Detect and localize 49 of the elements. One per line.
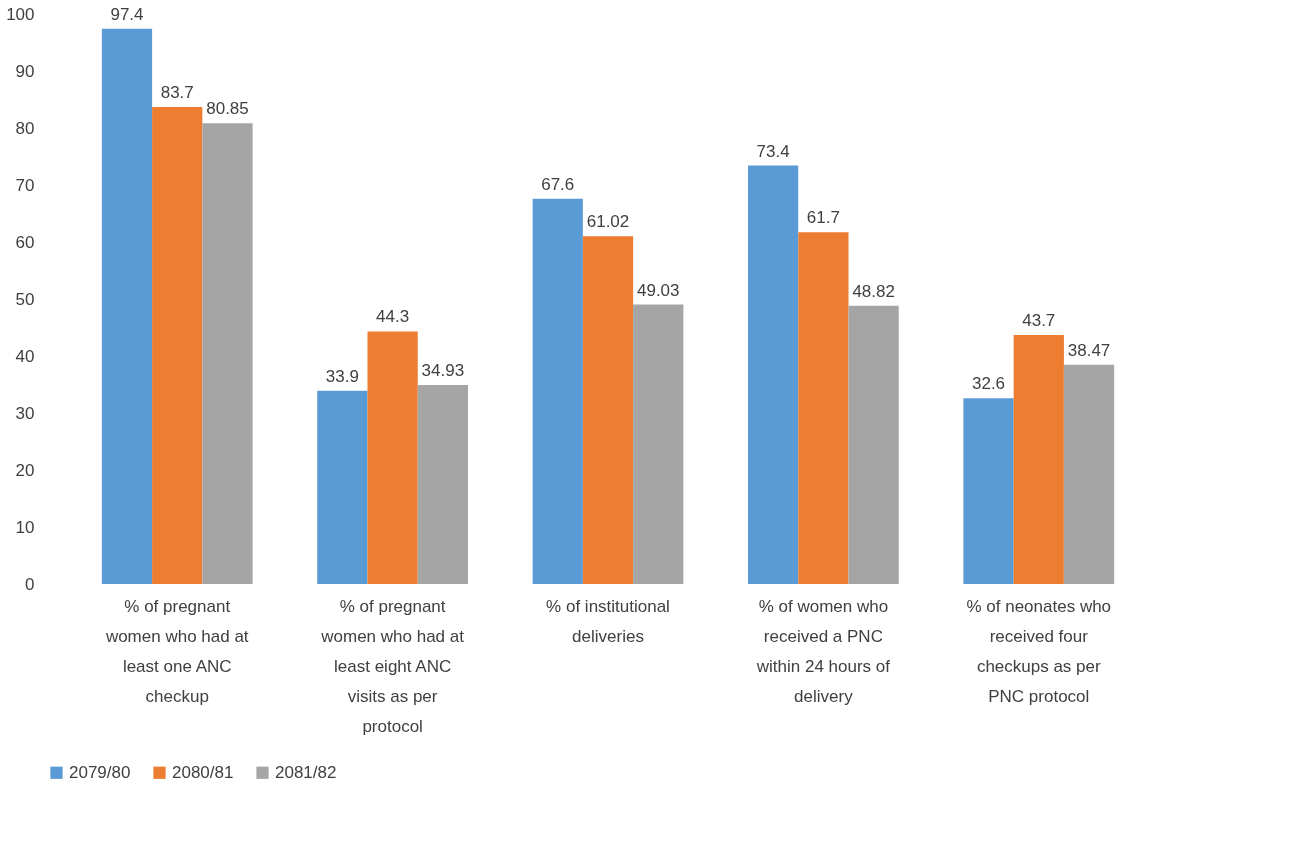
bar bbox=[963, 398, 1014, 584]
y-tick-label: 100 bbox=[6, 4, 35, 24]
legend-label: 2081/82 bbox=[275, 762, 337, 782]
bar bbox=[633, 304, 684, 584]
data-label: 33.9 bbox=[325, 366, 359, 386]
data-label: 34.93 bbox=[421, 360, 465, 380]
data-label: 61.7 bbox=[806, 208, 840, 228]
x-tick-label: % of women who received a PNC within 24 hours of delivery bbox=[755, 596, 891, 706]
bar bbox=[152, 106, 203, 584]
bar bbox=[848, 305, 899, 584]
x-tick-label: % of pregnant women who had at least one ANC checkup bbox=[104, 596, 249, 706]
bar bbox=[317, 390, 368, 584]
bar bbox=[1063, 364, 1115, 584]
data-label: 48.82 bbox=[852, 281, 895, 301]
data-label: 80.85 bbox=[206, 99, 249, 119]
x-tick-label: % of institutional deliveries bbox=[546, 596, 670, 646]
bar bbox=[367, 331, 418, 584]
data-label: 73.4 bbox=[756, 141, 790, 161]
y-tick-label: 70 bbox=[15, 175, 35, 195]
bar bbox=[417, 384, 468, 584]
y-tick-label: 10 bbox=[15, 517, 35, 537]
data-label: 97.4 bbox=[110, 4, 144, 24]
data-label: 49.03 bbox=[636, 280, 680, 300]
y-tick-label: 60 bbox=[15, 232, 35, 252]
y-tick-label: 30 bbox=[15, 403, 35, 423]
y-tick-label: 90 bbox=[15, 61, 35, 81]
bar bbox=[1013, 334, 1064, 584]
bar bbox=[202, 123, 253, 584]
bar bbox=[101, 28, 153, 584]
bar bbox=[748, 165, 799, 584]
legend-label: 2079/80 bbox=[69, 762, 131, 782]
y-tick-label: 40 bbox=[15, 346, 35, 366]
x-tick-label: % of neonates who received four checkups as per PNC protocol bbox=[966, 596, 1112, 706]
y-tick-label: 20 bbox=[15, 460, 35, 480]
y-tick-label: 80 bbox=[15, 118, 35, 138]
data-label: 32.6 bbox=[971, 374, 1006, 394]
data-label: 38.47 bbox=[1067, 340, 1111, 360]
bar bbox=[798, 232, 849, 584]
data-label: 83.7 bbox=[160, 82, 194, 102]
x-tick-label: % of pregnant women who had at least eight ANC visits as per protocol bbox=[320, 596, 465, 736]
data-label: 61.02 bbox=[586, 212, 630, 232]
y-tick-label: 0 bbox=[25, 574, 35, 594]
data-label: 67.6 bbox=[541, 174, 575, 194]
y-tick-label: 50 bbox=[15, 289, 35, 309]
legend-label: 2080/81 bbox=[172, 762, 234, 782]
data-label: 44.3 bbox=[376, 307, 410, 327]
bar bbox=[532, 198, 583, 584]
data-label: 43.7 bbox=[1022, 310, 1056, 330]
bar bbox=[582, 236, 634, 584]
